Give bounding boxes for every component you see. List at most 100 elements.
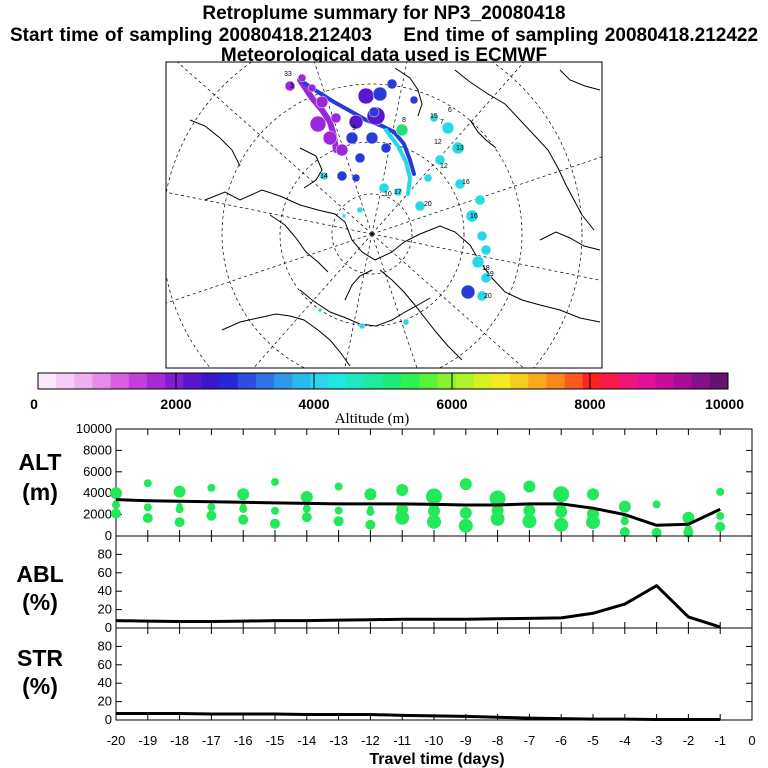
colorbar-cell [383,373,402,389]
series-line-str [116,712,721,722]
colorbar-cell [473,373,493,389]
coastlines [189,67,601,367]
plume-blob [307,83,317,93]
altitude-sample-point [240,503,247,510]
colorbar-tick-label: 0 [30,396,38,412]
altitude-sample-point [685,524,692,531]
altitude-sample-point [556,503,567,514]
plume-blob [368,106,380,118]
x-tick-label: -1 [714,733,726,748]
series-line-abl [115,584,721,629]
y-tick-label: 20 [98,694,112,709]
panel-ylabel-unit: (m) [22,479,58,505]
panel-frame [115,627,753,721]
plume-blob [476,230,488,242]
altitude-sample-point [238,514,249,525]
y-tick-label: 0 [105,712,112,727]
plume-blob [358,322,366,330]
colorbar-cell [38,373,57,389]
plume-blob [297,73,307,83]
altitude-sample-point [458,518,473,533]
altitude-sample-point [207,503,216,512]
colorbar-cell [165,373,184,389]
colorbar-cell [237,373,257,389]
colorbar-cell [455,373,475,389]
colorbar-cell [255,373,275,389]
altitude-sample-point [523,480,536,493]
colorbar-tick-labels: 0 2000 4000 6000 8000 10000 [30,373,744,412]
colorbar-tick-label: 10000 [705,396,744,412]
colorbar-cell [110,373,130,389]
panel-frame [115,535,753,629]
plume-blob [380,142,392,154]
altitude-sample-point [459,478,472,491]
altitude-sample-point [522,514,537,529]
plume-blob [395,123,409,137]
altitude-sample-point [176,503,183,510]
y-tick-label: 8000 [83,442,112,457]
altitude-sample-point [621,515,628,522]
colorbar-cell [183,373,202,389]
plume-blob [480,272,492,284]
colorbar-cell [564,373,584,389]
x-tick-label: -8 [492,733,504,748]
trajectory-day-label: 3 [290,83,294,90]
altitude-sample-point [395,510,410,525]
colorbar-cell [219,373,239,389]
y-tick-label: 80 [98,546,112,561]
met-data-label: Meteorological data used is ECMWF [220,45,548,66]
plume-blob [335,143,349,157]
altitude-sample-point [490,511,505,526]
x-tick-label: -10 [425,733,444,748]
altitude-sample-point [111,508,121,519]
altitude-sample-point [652,500,661,509]
altitude-sample-point [237,488,250,501]
x-tick-label: -5 [587,733,599,748]
altitude-sample-point [619,526,630,537]
altitude-sample-point [143,479,152,488]
colorbar-cell [292,373,311,389]
plume-blob [465,209,479,223]
panel-alt: ALT (m) 0 2000 4000 6000 8000 10000 [18,421,753,543]
plume-blob [354,152,366,164]
altitude-sample-point [618,500,631,513]
y-tick-label: 40 [98,583,112,598]
plume-blob [330,112,342,124]
trajectory-day-label: 20 [484,293,492,300]
plume-blob [315,95,329,109]
colorbar-tick-label: 2000 [160,396,191,412]
trajectory-day-label: 18 [482,265,490,272]
sampling-times: Start time of sampling 20080418.212403 E… [0,26,768,46]
altitude-sample-point [301,512,312,523]
trajectory-day-label: 20 [424,201,432,208]
altitude-sample-point [207,483,216,492]
plume-blob [317,307,323,313]
colorbar-cell [74,373,93,389]
plume-blob [356,206,364,214]
altitude-sample-point [427,514,441,529]
trajectory-day-label: 8 [402,117,406,124]
x-tick-label: -14 [297,733,316,748]
altitude-sample-point [587,488,599,501]
trajectory-day-label: 6 [448,107,452,114]
trajectory-day-label: 9 [352,125,356,132]
plume-blob [476,290,488,302]
x-tick-label: -6 [555,733,567,748]
cyan-trajectory [384,128,413,196]
y-tick-label: 4000 [83,485,112,500]
y-tick-label: 10000 [76,421,112,436]
plume-blob [336,170,348,182]
colorbar-cell [637,373,656,389]
altitude-sample-point [174,517,185,528]
panel-ylabel-unit: (%) [22,589,58,615]
plume-blob [480,244,492,256]
altitude-sample-point [300,490,313,503]
chart-title: Retroplume summary for NP3_20080418 [202,3,566,24]
colorbar-frame [37,372,729,390]
x-tick-label: -13 [329,733,348,748]
panel-ylabel: ALT [18,449,61,475]
panel-ylabel: ABL [16,561,63,587]
y-tick-label: 0 [105,528,112,543]
altitude-sample-point [303,503,310,510]
